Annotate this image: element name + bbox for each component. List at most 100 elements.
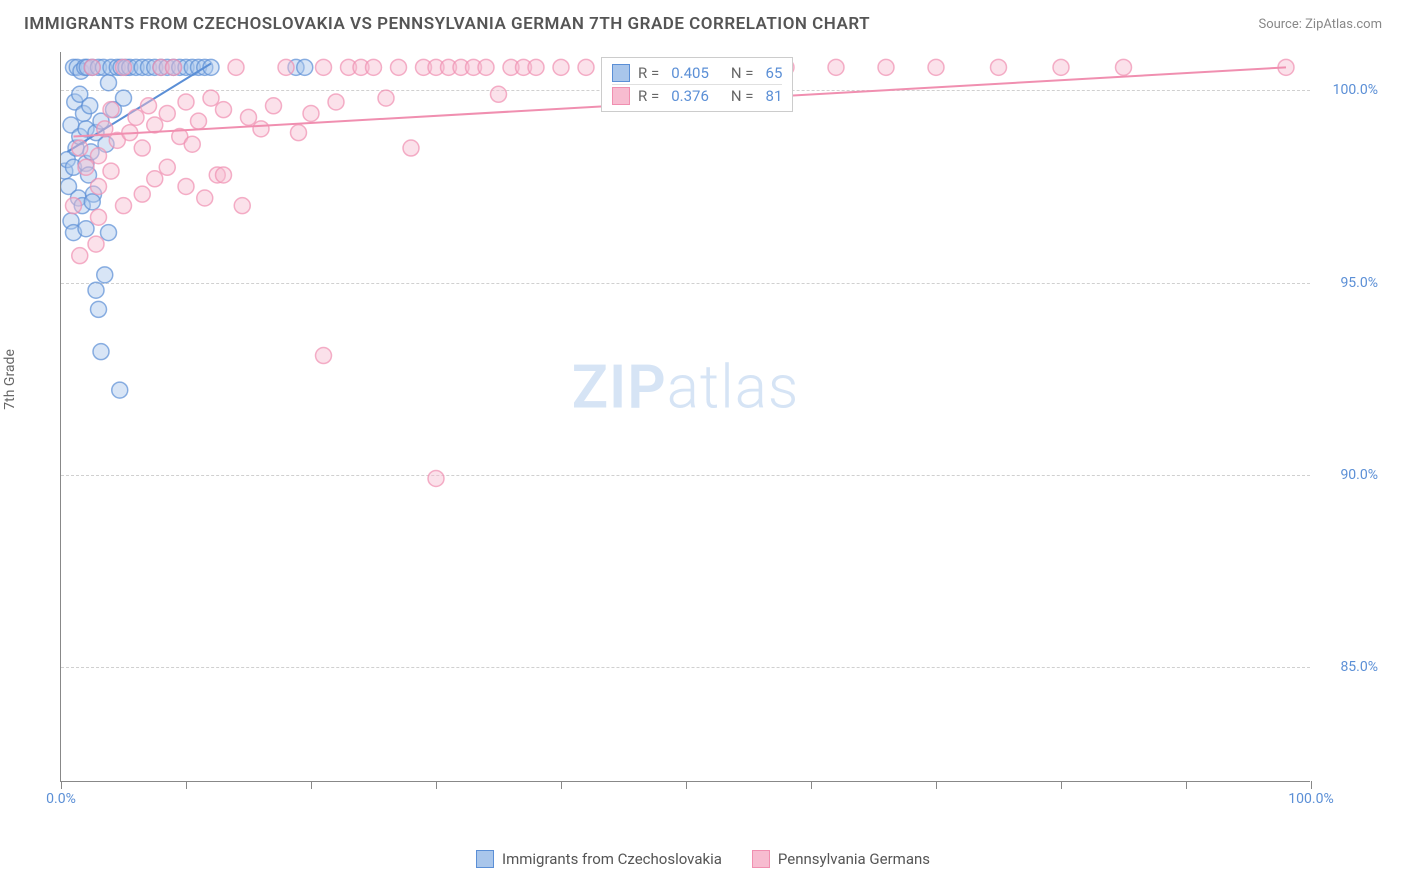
legend-stats: R = 0.405 N = 65 R = 0.376 N = 81 xyxy=(601,57,793,112)
legend-label: Pennsylvania Germans xyxy=(778,850,930,868)
scatter-point xyxy=(141,98,157,114)
legend-stat-row: R = 0.376 N = 81 xyxy=(612,84,782,107)
x-tick-label: 0.0% xyxy=(46,791,76,807)
scatter-point xyxy=(234,198,250,214)
scatter-point xyxy=(84,194,100,210)
y-tick-label: 95.0% xyxy=(1340,275,1378,291)
x-tick-label: 100.0% xyxy=(1288,791,1333,807)
scatter-point xyxy=(112,382,128,398)
scatter-point xyxy=(553,59,569,75)
source-label: Source: ZipAtlas.com xyxy=(1258,17,1382,32)
chart-wrapper: 7th Grade ZIPatlas R =0.405N =65R =0.376… xyxy=(60,52,1376,812)
scatter-point xyxy=(316,59,332,75)
x-tick xyxy=(436,781,437,789)
scatter-point xyxy=(159,105,175,121)
legend-n-label: N = xyxy=(731,64,754,82)
scatter-point xyxy=(528,59,544,75)
scatter-point xyxy=(928,59,944,75)
x-tick xyxy=(561,781,562,789)
scatter-point xyxy=(147,171,163,187)
scatter-point xyxy=(303,105,319,121)
scatter-point xyxy=(203,90,219,106)
scatter-point xyxy=(328,94,344,110)
scatter-point xyxy=(159,159,175,175)
y-tick-label: 90.0% xyxy=(1340,467,1378,483)
scatter-point xyxy=(991,59,1007,75)
scatter-point xyxy=(134,186,150,202)
legend-stat-row: R = 0.405 N = 65 xyxy=(612,62,782,84)
legend-swatch xyxy=(612,87,630,105)
scatter-point xyxy=(72,248,88,264)
scatter-point xyxy=(116,198,132,214)
scatter-point xyxy=(72,140,88,156)
legend-r-value: 0.376 xyxy=(671,87,709,105)
legend-r-value: 0.405 xyxy=(671,64,709,82)
plot-area: ZIPatlas R =0.405N =65R =0.376N =81 85.0… xyxy=(60,52,1310,782)
x-tick xyxy=(186,781,187,789)
scatter-point xyxy=(297,59,313,75)
y-tick-label: 85.0% xyxy=(1340,659,1378,675)
legend-swatch xyxy=(752,850,770,868)
x-tick xyxy=(936,781,937,789)
scatter-point xyxy=(228,59,244,75)
legend-item: Pennsylvania Germans xyxy=(752,850,930,868)
legend-n-value: 81 xyxy=(766,87,783,105)
legend-item: Immigrants from Czechoslovakia xyxy=(476,850,722,868)
scatter-point xyxy=(828,59,844,75)
scatter-point xyxy=(101,225,117,241)
scatter-point xyxy=(103,163,119,179)
scatter-point xyxy=(84,59,100,75)
scatter-point xyxy=(116,90,132,106)
scatter-point xyxy=(184,136,200,152)
scatter-point xyxy=(82,98,98,114)
scatter-point xyxy=(88,236,104,252)
scatter-point xyxy=(278,59,294,75)
scatter-point xyxy=(97,267,113,283)
x-tick xyxy=(686,781,687,789)
scatter-point xyxy=(578,59,594,75)
scatter-point xyxy=(88,282,104,298)
scatter-point xyxy=(191,113,207,129)
scatter-point xyxy=(491,86,507,102)
x-tick xyxy=(1186,781,1187,789)
scatter-point xyxy=(134,140,150,156)
scatter-point xyxy=(66,198,82,214)
scatter-point xyxy=(101,75,117,91)
scatter-point xyxy=(428,470,444,486)
scatter-point xyxy=(78,221,94,237)
scatter-point xyxy=(1053,59,1069,75)
scatter-point xyxy=(378,90,394,106)
legend-n-label: N = xyxy=(731,87,754,105)
scatter-point xyxy=(93,344,109,360)
legend-label: Immigrants from Czechoslovakia xyxy=(502,850,722,868)
scatter-svg xyxy=(61,52,1311,782)
scatter-point xyxy=(316,348,332,364)
scatter-point xyxy=(391,59,407,75)
scatter-point xyxy=(91,178,107,194)
x-tick xyxy=(61,781,62,789)
scatter-point xyxy=(91,301,107,317)
scatter-point xyxy=(266,98,282,114)
x-tick xyxy=(1311,781,1312,789)
scatter-point xyxy=(291,125,307,141)
scatter-point xyxy=(103,102,119,118)
y-tick-label: 100.0% xyxy=(1333,82,1378,98)
legend-swatch xyxy=(612,64,630,82)
scatter-point xyxy=(166,59,182,75)
scatter-point xyxy=(197,190,213,206)
scatter-point xyxy=(78,159,94,175)
x-tick xyxy=(311,781,312,789)
scatter-point xyxy=(216,167,232,183)
scatter-point xyxy=(403,140,419,156)
scatter-point xyxy=(91,148,107,164)
scatter-point xyxy=(116,59,132,75)
scatter-point xyxy=(178,178,194,194)
legend-n-value: 65 xyxy=(766,64,783,82)
scatter-point xyxy=(366,59,382,75)
legend-r-label: R = xyxy=(638,64,659,82)
y-axis-label: 7th Grade xyxy=(2,349,18,410)
legend-bottom: Immigrants from Czechoslovakia Pennsylvan… xyxy=(0,850,1406,868)
chart-title: IMMIGRANTS FROM CZECHOSLOVAKIA VS PENNSY… xyxy=(24,14,870,34)
legend-r-label: R = xyxy=(638,87,659,105)
scatter-point xyxy=(253,121,269,137)
